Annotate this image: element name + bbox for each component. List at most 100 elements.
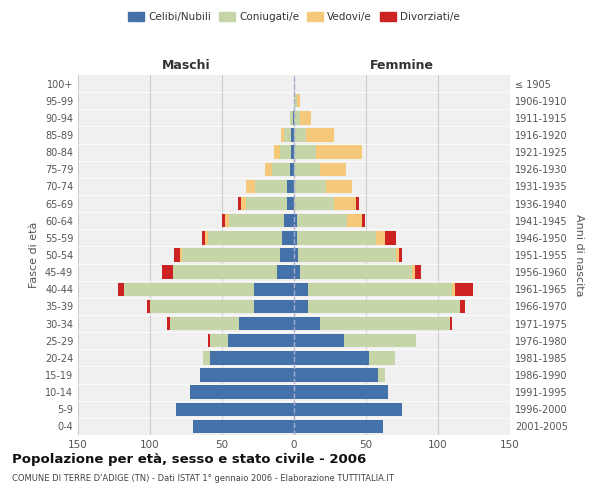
Bar [222,214,225,228]
Bar [280,146,291,159]
Bar [294,180,326,193]
Bar [290,162,294,176]
Bar [308,300,460,313]
Bar [320,162,346,176]
Bar [287,197,294,210]
Bar [294,94,297,108]
Bar [200,368,294,382]
Bar [241,197,247,210]
Bar [415,266,421,279]
Bar [225,214,229,228]
Bar [294,402,402,416]
Bar [294,317,320,330]
Bar [460,300,466,313]
Bar [239,317,294,330]
Bar [182,248,280,262]
Bar [294,351,369,364]
Bar [180,248,182,262]
Text: Popolazione per età, sesso e stato civile - 2006: Popolazione per età, sesso e stato civil… [12,452,366,466]
Bar [308,282,452,296]
Bar [362,214,365,228]
Bar [377,368,385,382]
Bar [272,162,290,176]
Bar [118,282,124,296]
Bar [293,111,294,124]
Bar [291,128,294,141]
Bar [161,266,173,279]
Bar [170,317,239,330]
Bar [294,128,305,141]
Bar [173,266,277,279]
Bar [294,248,298,262]
Bar [277,266,294,279]
Bar [283,231,294,244]
Bar [247,180,255,193]
Bar [294,162,320,176]
Bar [147,300,150,313]
Bar [294,386,388,399]
Y-axis label: Fasce di età: Fasce di età [29,222,39,288]
Bar [298,248,396,262]
Bar [294,368,377,382]
Bar [449,317,452,330]
Bar [176,402,294,416]
Bar [294,334,344,347]
Bar [369,351,395,364]
Bar [202,231,205,244]
Bar [316,146,362,159]
Bar [229,214,284,228]
Bar [190,386,294,399]
Bar [290,111,293,124]
Bar [294,420,383,433]
Bar [254,300,294,313]
Bar [167,317,170,330]
Bar [297,94,300,108]
Bar [255,180,287,193]
Bar [320,317,449,330]
Bar [203,351,211,364]
Text: Femmine: Femmine [370,58,434,71]
Bar [211,351,294,364]
Bar [247,197,287,210]
Bar [274,146,280,159]
Bar [334,197,356,210]
Bar [385,231,396,244]
Bar [412,266,415,279]
Bar [294,266,300,279]
Bar [344,334,416,347]
Legend: Celibi/Nubili, Coniugati/e, Vedovi/e, Divorziati/e: Celibi/Nubili, Coniugati/e, Vedovi/e, Di… [124,8,464,26]
Bar [265,162,272,176]
Bar [205,231,208,244]
Bar [294,146,316,159]
Bar [175,248,180,262]
Bar [238,197,241,210]
Text: COMUNE DI TERRE D'ADIGE (TN) - Dati ISTAT 1° gennaio 2006 - Elaborazione TUTTITA: COMUNE DI TERRE D'ADIGE (TN) - Dati ISTA… [12,474,394,483]
Bar [294,197,334,210]
Bar [297,231,376,244]
Y-axis label: Anni di nascita: Anni di nascita [574,214,584,296]
Bar [396,248,399,262]
Bar [399,248,402,262]
Bar [294,282,308,296]
Bar [208,231,283,244]
Bar [291,146,294,159]
Bar [300,111,311,124]
Bar [281,128,284,141]
Bar [124,282,254,296]
Bar [297,214,347,228]
Bar [208,334,211,347]
Bar [280,248,294,262]
Bar [254,282,294,296]
Bar [452,282,455,296]
Bar [294,214,297,228]
Bar [294,300,308,313]
Bar [284,214,294,228]
Bar [455,282,473,296]
Bar [284,128,291,141]
Bar [294,231,297,244]
Text: Maschi: Maschi [161,58,211,71]
Bar [287,180,294,193]
Bar [376,231,385,244]
Bar [356,197,359,210]
Bar [228,334,294,347]
